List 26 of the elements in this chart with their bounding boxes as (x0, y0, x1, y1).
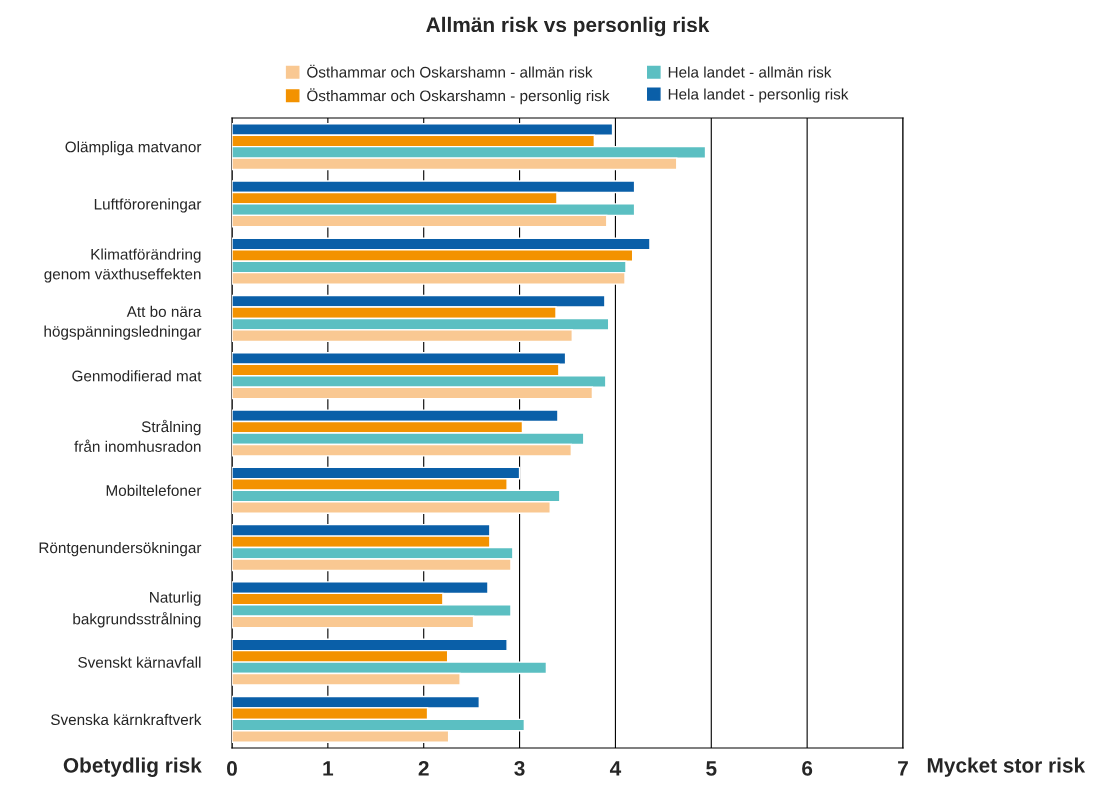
x-tick-label: 5 (706, 761, 717, 776)
legend-label: Hela landet - personlig risk (668, 88, 849, 103)
x-tick-label: 0 (227, 761, 237, 776)
y-tick-label: Olämpliga matvanor (65, 141, 202, 156)
text: Mycket stor risk (927, 757, 1086, 777)
y-tick-label: Mobiltelefoner (106, 484, 202, 496)
y-tick-label: Svenskt kärnavfall (78, 656, 201, 668)
y-tick-label: Att bo nära högspänningsledningar (44, 305, 202, 340)
x-tick-label: 1 (323, 761, 334, 776)
y-tick-label: Strålning från inomhusradon (74, 419, 201, 452)
y-tick-label: Svenska kärnkraftverk (51, 713, 202, 726)
x-tick-label: 2 (418, 761, 429, 776)
x-tick-label: 3 (514, 761, 525, 776)
legend-label: Hela landet - allmän risk (668, 66, 832, 78)
y-tick-label: Klimatförändring genom växthuseffekten (44, 248, 201, 283)
text: Obetydlig risk (63, 757, 202, 777)
y-tick-label: Naturlig bakgrundsstrålning (73, 591, 201, 628)
chart-title: Allmän risk vs personlig risk (426, 16, 710, 37)
legend-label: Östhammar och Oskarshamn - personlig risk (307, 88, 610, 105)
y-tick-label: Luftföroreningar (94, 198, 202, 213)
x-tick-label: 7 (898, 761, 908, 776)
y-tick-label: Genmodifierad mat (72, 370, 202, 382)
y-tick-label: Röntgenundersökningar (39, 542, 202, 557)
x-tick-label: 6 (802, 761, 813, 776)
legend-label: Östhammar och Oskarshamn - allmän risk (307, 64, 593, 78)
x-tick-label: 4 (609, 761, 622, 776)
